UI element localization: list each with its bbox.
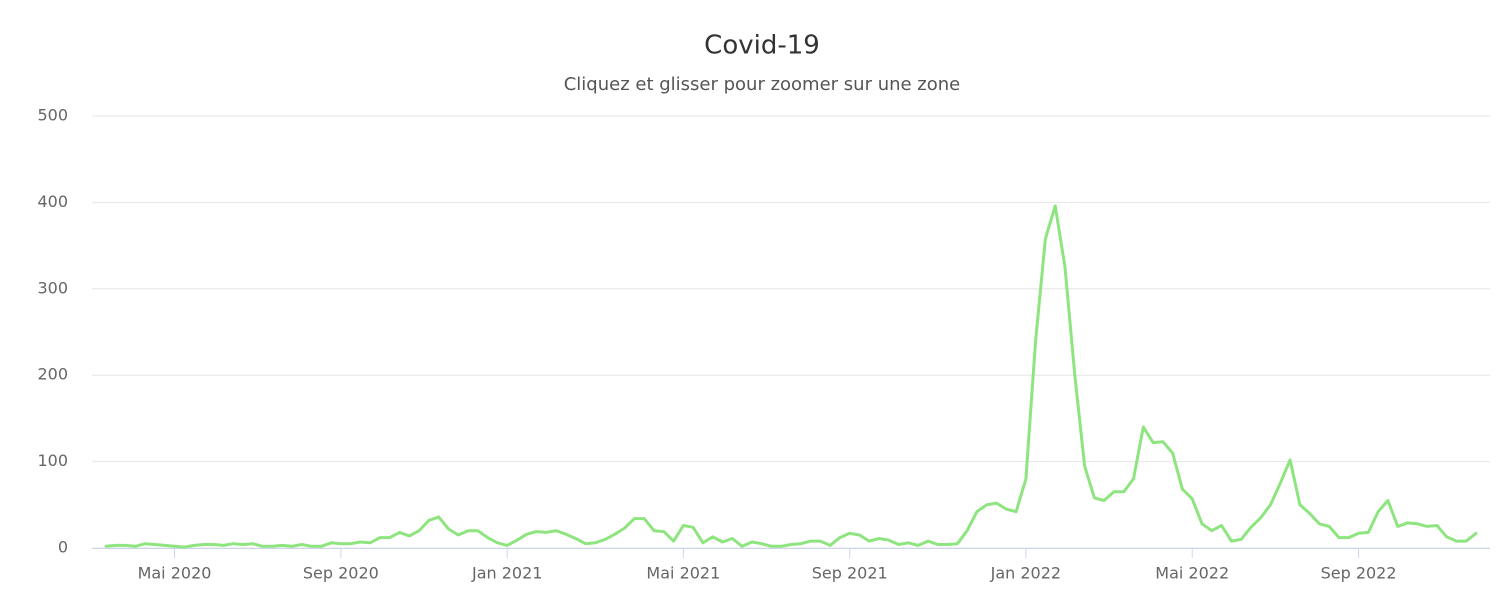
y-tick-label: 500 bbox=[37, 106, 68, 125]
x-tick-label: Mai 2022 bbox=[1155, 564, 1229, 583]
x-tick-label: Sep 2021 bbox=[812, 564, 888, 583]
x-tick-label: Mai 2021 bbox=[646, 564, 720, 583]
chart-subtitle: Cliquez et glisser pour zoomer sur une z… bbox=[564, 74, 961, 95]
series-line bbox=[104, 204, 1478, 549]
x-tick-label: Jan 2022 bbox=[990, 564, 1061, 583]
chart-title: Covid-19 bbox=[704, 31, 820, 61]
y-tick-label: 400 bbox=[37, 192, 68, 211]
x-tick-label: Sep 2022 bbox=[1321, 564, 1397, 583]
y-tick-label: 300 bbox=[37, 278, 68, 297]
x-tick-label: Mai 2020 bbox=[138, 564, 212, 583]
y-tick-label: 100 bbox=[37, 451, 68, 470]
x-tick-label: Sep 2020 bbox=[303, 564, 379, 583]
x-tick-label: Jan 2021 bbox=[471, 564, 542, 583]
y-tick-label: 0 bbox=[58, 538, 68, 557]
y-tick-label: 200 bbox=[37, 365, 68, 384]
